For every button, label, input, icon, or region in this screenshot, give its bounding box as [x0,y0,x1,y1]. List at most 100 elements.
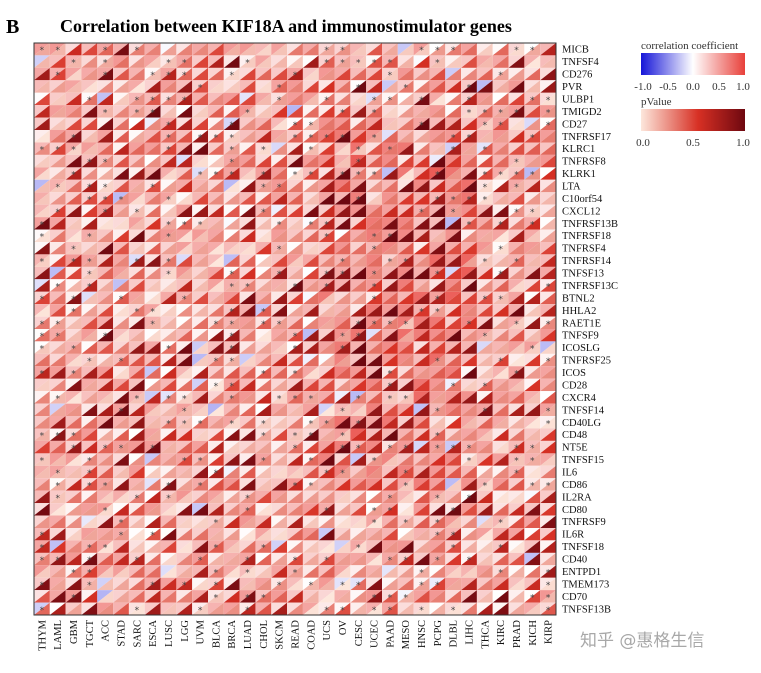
cell-pvalue-triangle [192,540,208,553]
cell-correlation-triangle [271,378,288,392]
cell-correlation-triangle [49,577,66,591]
cell-pvalue-triangle [160,154,177,168]
significance-mark: * [71,295,76,305]
cell-correlation-triangle [540,465,556,479]
cell-correlation-triangle [223,428,240,441]
cell-pvalue-triangle [350,304,367,317]
significance-mark: * [261,146,266,156]
significance-mark: * [87,195,92,205]
cell-correlation-triangle [287,316,303,329]
cell-correlation-triangle [208,341,224,354]
cell-correlation-triangle [350,602,367,615]
cell-pvalue-triangle [223,590,240,603]
cell-pvalue-triangle [49,391,66,404]
cell-correlation-triangle [413,503,430,516]
significance-mark: * [198,419,203,429]
cell-pvalue-triangle [334,304,351,317]
cell-pvalue-triangle [492,291,509,305]
cell-pvalue-triangle [382,503,398,516]
cell-correlation-triangle [492,266,509,280]
cell-pvalue-triangle [223,316,240,329]
cell-pvalue-triangle [492,503,509,516]
cell-pvalue-triangle [128,329,145,342]
cell-correlation-triangle [413,428,430,441]
cell-pvalue-triangle [366,229,382,242]
cell-correlation-triangle [524,378,541,392]
cell-pvalue-triangle [160,254,177,267]
cell-correlation-triangle [413,67,430,81]
cell-correlation-triangle [271,602,288,615]
cell-pvalue-triangle [287,92,303,106]
cell-pvalue-triangle [429,204,446,218]
cell-pvalue-triangle [508,565,525,578]
cell-pvalue-triangle [49,416,66,429]
cell-pvalue-triangle [144,304,161,317]
cell-pvalue-triangle [49,43,66,56]
cell-pvalue-triangle [524,291,541,305]
significance-mark: * [451,195,456,205]
row-label: TNFSF13 [562,269,604,280]
cell-pvalue-triangle [476,602,493,615]
cell-correlation-triangle [128,217,145,230]
cell-correlation-triangle [113,329,129,342]
cell-correlation-triangle [508,590,525,603]
significance-mark: * [467,494,472,504]
cell-correlation-triangle [144,378,161,392]
significance-mark: * [55,432,60,442]
cell-correlation-triangle [239,117,256,131]
significance-mark: * [372,457,377,467]
cell-correlation-triangle [508,478,525,491]
significance-mark: * [514,158,519,168]
cell-pvalue-triangle [476,416,493,429]
cell-pvalue-triangle [49,490,66,504]
cell-pvalue-triangle [334,527,351,541]
cell-correlation-triangle [113,391,129,404]
significance-mark: * [483,108,488,118]
cell-pvalue-triangle [128,217,145,230]
cell-pvalue-triangle [208,154,224,168]
row-label: CD80 [562,505,587,516]
cell-correlation-triangle [429,304,446,317]
cell-pvalue-triangle [540,503,556,516]
cell-pvalue-triangle [461,154,477,168]
row-label: TNFRSF14 [562,256,612,267]
cell-pvalue-triangle [176,43,193,56]
cell-pvalue-triangle [287,117,303,131]
cell-pvalue-triangle [302,254,319,267]
cell-correlation-triangle [128,241,145,255]
cell-correlation-triangle [160,403,177,417]
cell-pvalue-triangle [302,391,319,404]
cell-pvalue-triangle [144,552,161,566]
cell-pvalue-triangle [128,503,145,516]
cell-pvalue-triangle [540,67,556,81]
cell-pvalue-triangle [382,602,398,615]
cell-pvalue-triangle [65,590,82,603]
cell-correlation-triangle [97,117,114,131]
cell-pvalue-triangle [540,117,556,131]
cell-correlation-triangle [81,179,98,193]
cell-correlation-triangle [397,353,414,367]
cell-pvalue-triangle [113,55,129,68]
cell-correlation-triangle [334,316,351,329]
significance-mark: * [293,432,298,442]
cell-pvalue-triangle [334,378,351,392]
cell-correlation-triangle [287,67,303,81]
cell-correlation-triangle [255,428,272,441]
cell-pvalue-triangle [476,67,493,81]
cell-pvalue-triangle [524,453,541,466]
cell-pvalue-triangle [382,316,398,329]
significance-mark: * [467,444,472,454]
cell-pvalue-triangle [366,254,382,267]
significance-mark: * [530,96,535,106]
cell-pvalue-triangle [350,602,367,615]
cell-correlation-triangle [223,478,240,491]
significance-mark: * [182,220,187,230]
cell-pvalue-triangle [144,453,161,466]
cell-correlation-triangle [144,279,161,292]
cell-correlation-triangle [49,130,66,143]
significance-mark: * [245,59,250,69]
cell-correlation-triangle [49,527,66,541]
significance-mark: * [498,71,503,81]
cell-correlation-triangle [302,254,319,267]
significance-mark: * [340,345,345,355]
